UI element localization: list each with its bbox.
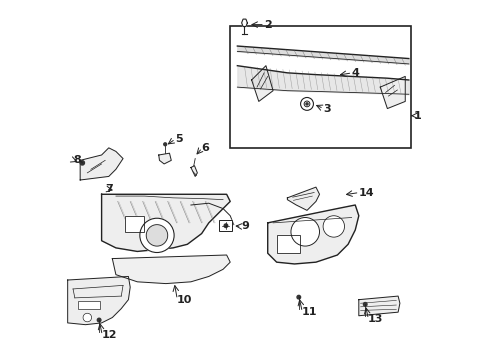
Polygon shape [67,276,130,325]
Polygon shape [358,296,399,316]
Text: 12: 12 [102,330,117,341]
Polygon shape [251,66,272,102]
Polygon shape [241,19,247,27]
Bar [219,220,232,231]
Text: 1: 1 [413,111,421,121]
Circle shape [80,161,84,165]
Circle shape [140,218,174,252]
Text: 4: 4 [351,68,359,78]
Polygon shape [112,255,230,284]
Text: 5: 5 [175,134,182,144]
Circle shape [146,225,167,246]
Bar [276,235,299,253]
Circle shape [163,143,166,146]
Text: 3: 3 [323,104,330,113]
Text: 10: 10 [176,295,192,305]
Circle shape [296,296,300,299]
Circle shape [224,224,227,228]
Text: 2: 2 [264,19,271,30]
Polygon shape [190,166,197,176]
Bar [124,216,144,232]
Circle shape [300,98,313,111]
Bar [78,301,100,309]
Text: 8: 8 [73,156,81,165]
Polygon shape [380,76,405,109]
Bar [276,235,299,253]
Circle shape [290,217,319,246]
Circle shape [305,103,307,105]
Text: 6: 6 [201,143,209,153]
Bar [124,216,144,232]
Polygon shape [80,148,123,180]
FancyBboxPatch shape [230,26,410,148]
Circle shape [363,302,366,306]
Text: 11: 11 [301,307,317,317]
Text: 14: 14 [358,188,374,198]
Polygon shape [267,205,358,264]
Circle shape [323,216,344,237]
Bar [219,220,232,231]
Text: 7: 7 [105,184,113,194]
Circle shape [83,313,91,322]
Text: 13: 13 [367,314,382,324]
Polygon shape [159,153,171,164]
Circle shape [97,318,101,322]
Bar [78,301,100,309]
Polygon shape [102,194,230,251]
Polygon shape [287,187,319,210]
Text: 9: 9 [241,221,248,231]
